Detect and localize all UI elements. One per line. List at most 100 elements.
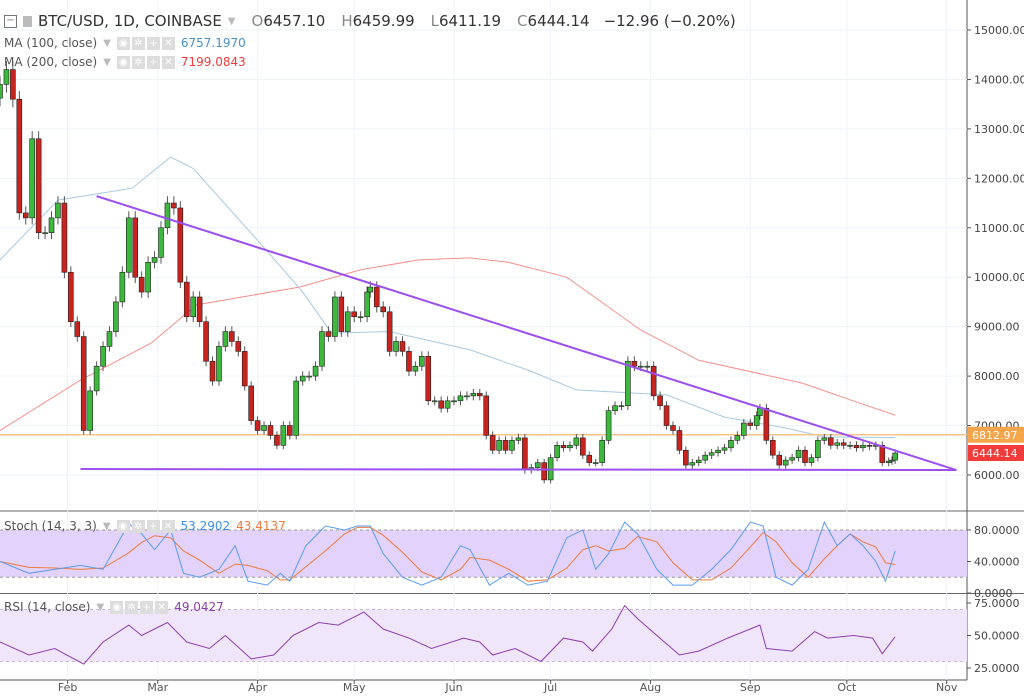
price-tick-label: 13000.00 xyxy=(974,123,1024,136)
flag-icon[interactable] xyxy=(23,15,32,27)
candle-up xyxy=(412,365,419,372)
chevron-down-icon[interactable]: ▼ xyxy=(102,520,111,532)
stoch-legend: Stoch (14, 3, 3) ▼ ◉ ✲ + ✕ 53.2902 43.4137 xyxy=(4,519,286,533)
plus-icon[interactable]: + xyxy=(146,36,160,50)
candle-up xyxy=(119,271,126,303)
candle-down xyxy=(776,454,783,466)
chevron-down-icon[interactable]: ▼ xyxy=(96,601,105,613)
candle-up xyxy=(782,459,789,466)
candle-up xyxy=(644,365,651,368)
candle-down xyxy=(325,331,332,337)
candle-down xyxy=(229,331,235,342)
symbol-title[interactable]: BTC/USD, 1D, COINBASE xyxy=(38,12,222,30)
candle-down xyxy=(74,321,81,337)
candle-up xyxy=(190,296,196,318)
candle-up xyxy=(554,444,560,458)
close-icon[interactable]: ✕ xyxy=(161,36,175,50)
eye-icon[interactable]: ◉ xyxy=(116,519,130,533)
candle-up xyxy=(280,425,287,446)
eye-icon[interactable]: ◉ xyxy=(110,600,124,614)
chevron-down-icon[interactable]: ▼ xyxy=(227,15,236,27)
price-tick-label: 10000.00 xyxy=(974,271,1024,284)
ma100-label[interactable]: MA (100, close) xyxy=(4,36,98,50)
eye-icon[interactable]: ◉ xyxy=(116,55,130,69)
eye-icon[interactable]: ◉ xyxy=(116,36,130,50)
candle-down xyxy=(502,440,509,451)
plus-icon[interactable]: + xyxy=(140,600,154,614)
stoch-k-line xyxy=(0,520,896,586)
candle-down xyxy=(879,444,886,463)
candle-up xyxy=(889,459,895,462)
candle-down xyxy=(132,217,139,278)
plus-icon[interactable]: + xyxy=(146,55,160,69)
candle-down xyxy=(866,444,873,447)
candle-down xyxy=(683,449,689,466)
chevron-down-icon[interactable]: ▼ xyxy=(103,56,111,68)
plus-icon[interactable]: + xyxy=(146,519,160,533)
candle-up xyxy=(605,410,612,441)
candle-down xyxy=(586,454,593,463)
chevron-down-icon[interactable]: ▼ xyxy=(103,37,111,49)
candle-up xyxy=(451,400,457,403)
candle-up xyxy=(306,375,312,378)
price-tick-label: 15000.00 xyxy=(974,24,1024,37)
ma200-label[interactable]: MA (200, close) xyxy=(4,55,98,69)
candle-up xyxy=(48,217,55,234)
candle-up xyxy=(847,444,853,447)
time-tick-label: Mar xyxy=(147,681,168,694)
candle-up xyxy=(419,356,425,367)
candle-down xyxy=(196,296,203,322)
candle-up xyxy=(151,257,158,263)
gear-icon[interactable]: ✲ xyxy=(131,36,145,50)
low-value: 6411.19 xyxy=(439,12,502,30)
candle-down xyxy=(241,351,248,387)
candle-up xyxy=(860,444,866,449)
candle-down xyxy=(80,336,87,431)
candle-down xyxy=(22,212,29,219)
close-icon[interactable]: ✕ xyxy=(161,519,175,533)
gear-icon[interactable]: ✲ xyxy=(125,600,139,614)
price-tick-label: 6000.00 xyxy=(974,469,1020,482)
close-icon[interactable]: ✕ xyxy=(161,55,175,69)
candle-up xyxy=(689,462,696,466)
candle-down xyxy=(16,98,23,214)
close-icon[interactable]: ✕ xyxy=(155,600,169,614)
high-value: 6459.99 xyxy=(352,12,415,30)
candle-down xyxy=(209,360,216,382)
candle-up xyxy=(393,341,399,352)
candle-up xyxy=(599,440,605,463)
candle-down xyxy=(286,425,293,436)
candle-up xyxy=(312,365,319,377)
gear-icon[interactable]: ✲ xyxy=(131,519,145,533)
stoch-tick-label: 0.0000 xyxy=(974,587,1013,600)
candle-down xyxy=(406,351,412,372)
ma100-line xyxy=(0,156,896,439)
candle-up xyxy=(464,395,470,398)
candle-down xyxy=(489,435,496,451)
ma100-value: 6757.1970 xyxy=(180,36,246,50)
time-tick-label: Jul xyxy=(543,681,557,694)
time-tick-label: Aug xyxy=(640,681,661,694)
candle-down xyxy=(769,440,776,456)
candle-up xyxy=(534,462,541,468)
close-label: C xyxy=(517,12,528,30)
collapse-icon[interactable]: − xyxy=(4,14,17,28)
rsi-label[interactable]: RSI (14, close) xyxy=(4,600,91,614)
candle-down xyxy=(663,405,670,426)
rsi-line xyxy=(0,604,896,665)
candle-up xyxy=(0,84,3,99)
candle-up xyxy=(496,440,502,451)
time-tick-label: Apr xyxy=(248,681,268,694)
candle-up xyxy=(637,365,644,368)
stoch-label[interactable]: Stoch (14, 3, 3) xyxy=(4,519,97,533)
change-value: −12.96 (−0.20%) xyxy=(603,12,736,30)
candle-down xyxy=(254,420,261,431)
rsi-tick-label: 25.0000 xyxy=(974,662,1020,675)
candle-up xyxy=(42,232,48,235)
candle-down xyxy=(853,444,860,449)
gear-icon[interactable]: ✲ xyxy=(131,55,145,69)
candle-up xyxy=(444,400,451,409)
candle-up xyxy=(592,462,599,464)
candle-up xyxy=(815,440,821,458)
